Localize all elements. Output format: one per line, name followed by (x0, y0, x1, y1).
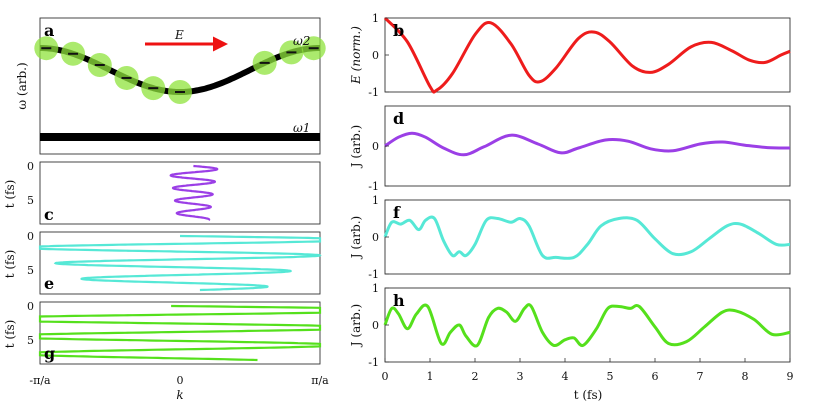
panel-b-ylabel: E (norm.) (349, 26, 363, 85)
panel-d-letter: d (393, 109, 404, 128)
panel-f-plot (383, 215, 791, 260)
panel-e-ylabel: t (fs) (3, 250, 17, 279)
lower-band-label: ω1 (293, 121, 310, 135)
panel-e-letter: e (44, 274, 54, 293)
panel-c-ylabel: t (fs) (3, 180, 17, 209)
lower-band (40, 133, 320, 141)
xtick-label: 3 (517, 370, 524, 383)
series-line (383, 16, 791, 94)
xtick-label: 6 (652, 370, 659, 383)
panel-c-plot (169, 164, 219, 221)
panel-h-letter: h (393, 291, 405, 310)
panel-e-frame (39, 231, 321, 295)
xtick-label: 1 (427, 370, 434, 383)
panel-g-frame (39, 301, 321, 365)
right-y-ticks: 10-10-110-110-1 (368, 12, 389, 369)
ytick-label: 1 (372, 282, 379, 295)
ytick-label: 0 (372, 49, 379, 62)
panel-d-plot (384, 131, 791, 157)
panel-a-letter: a (44, 21, 54, 40)
ytick-label: 1 (372, 12, 379, 25)
panel-d-ylabel: J (arb.) (349, 125, 363, 169)
t-axis-ticks: 0 1 2 3 4 5 6 7 8 9 (382, 358, 794, 383)
ytick-label: -1 (368, 86, 379, 99)
xtick-label: 9 (787, 370, 794, 383)
ytick-label: 1 (372, 194, 379, 207)
panel-a-frame (39, 17, 321, 155)
panel-e-ytick: 5 (27, 264, 34, 277)
xtick-label: 5 (607, 370, 614, 383)
xtick-label: 7 (697, 370, 704, 383)
series-line (383, 215, 791, 260)
k-axis-label: k (176, 388, 183, 402)
ytick-label: -1 (368, 268, 379, 281)
ytick-label: 0 (372, 140, 379, 153)
panel-c-ytick: 5 (27, 194, 34, 207)
trajectory-line (38, 234, 322, 292)
xtick-label: 8 (742, 370, 749, 383)
panel-e-plot (38, 234, 322, 292)
panel-b-letter: b (393, 21, 404, 40)
t-axis-label: t (fs) (574, 388, 603, 402)
panel-h-ylabel: J (arb.) (349, 304, 363, 348)
panel-c-frame (39, 161, 321, 225)
ytick-label: -1 (368, 356, 379, 369)
xtick-label: 2 (472, 370, 479, 383)
panel-g-ytick: 0 (27, 300, 34, 313)
upper-band-label: ω2 (293, 34, 310, 48)
panel-g-plot (38, 304, 322, 362)
ytick-label: -1 (368, 180, 379, 193)
trajectory-line (38, 304, 322, 362)
panel-g-ytick: 5 (27, 334, 34, 347)
k-tick-label: -π/a (29, 374, 51, 387)
panel-f-ylabel: J (arb.) (349, 216, 363, 260)
panel-g-letter: g (44, 344, 55, 363)
panel-g-ylabel: t (fs) (3, 320, 17, 349)
panel-h-plot (383, 303, 791, 348)
panel-c-ytick: 0 (27, 160, 34, 173)
panel-h-frame (384, 287, 791, 363)
k-tick-label: π/a (311, 374, 329, 387)
ytick-label: 0 (372, 319, 379, 332)
panel-a-ylabel: ω (arb.) (15, 62, 29, 109)
panel-b-plot (383, 16, 791, 94)
panel-c-letter: c (44, 205, 54, 224)
ytick-label: 0 (372, 231, 379, 244)
panel-f-frame (384, 199, 791, 275)
series-line (384, 131, 791, 157)
panel-f-letter: f (393, 203, 401, 222)
xtick-label: 4 (562, 370, 569, 383)
k-tick-label: 0 (177, 374, 184, 387)
xtick-label: 0 (382, 370, 389, 383)
trajectory-line (169, 164, 219, 221)
panel-a-plot (34, 36, 326, 141)
panel-e-ytick: 0 (27, 230, 34, 243)
field-label: E (174, 28, 184, 42)
series-line (383, 303, 791, 348)
